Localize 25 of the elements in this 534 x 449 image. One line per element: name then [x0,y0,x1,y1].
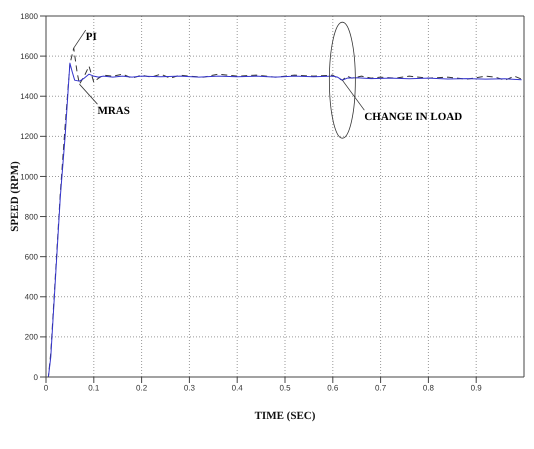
x-tick-label: 0.1 [88,384,100,393]
annotation: PI [86,31,97,44]
x-tick-label: 0.7 [375,384,387,393]
y-tick-label: 1400 [20,92,39,102]
x-tick-label: 0.5 [279,384,292,393]
x-axis-title: TIME (SEC) [254,410,316,422]
y-tick-label: 1800 [20,12,39,21]
y-tick-label: 1200 [20,132,39,142]
annotation: CHANGE IN LOAD [364,111,462,124]
y-tick-label: 1000 [20,172,39,182]
x-tick-label: 0.3 [184,384,196,393]
y-tick-label: 200 [24,332,39,342]
y-axis-title: SPEED (RPM) [8,160,21,232]
annotation: MRAS [97,105,130,118]
x-tick-label: 0.8 [422,384,435,393]
x-tick-label: 0.6 [327,384,339,393]
y-tick-label: 0 [34,372,39,382]
y-tick-label: 1600 [20,52,39,61]
x-tick-label: 0.4 [232,384,244,393]
x-tick-label: 0 [44,384,49,393]
y-tick-label: 800 [24,212,39,222]
y-tick-label: 400 [24,292,39,302]
x-tick-label: 0.2 [136,384,148,393]
y-tick-label: 600 [24,252,39,262]
x-tick-label: 0.9 [470,384,482,393]
